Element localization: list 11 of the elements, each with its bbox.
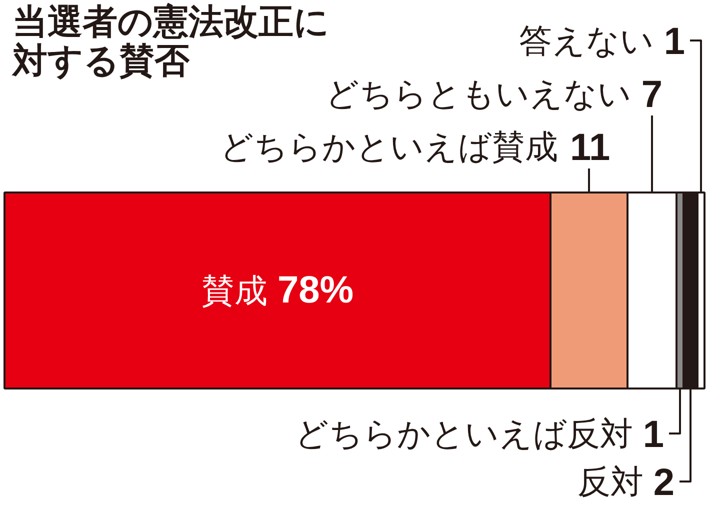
series-label: 賛成	[201, 271, 268, 310]
data-label: 2	[653, 462, 675, 504]
data-label: 11	[570, 127, 610, 169]
text: 答えない	[518, 21, 654, 60]
data-label: 1	[664, 21, 686, 63]
series-label: どちらかといえば反対	[294, 414, 633, 453]
data-label: 1	[642, 414, 664, 456]
series-label: どちらかといえば賛成	[220, 127, 558, 166]
data-label: 78%	[277, 270, 354, 312]
data-label: 7	[641, 74, 663, 116]
text: 反対	[577, 462, 644, 501]
